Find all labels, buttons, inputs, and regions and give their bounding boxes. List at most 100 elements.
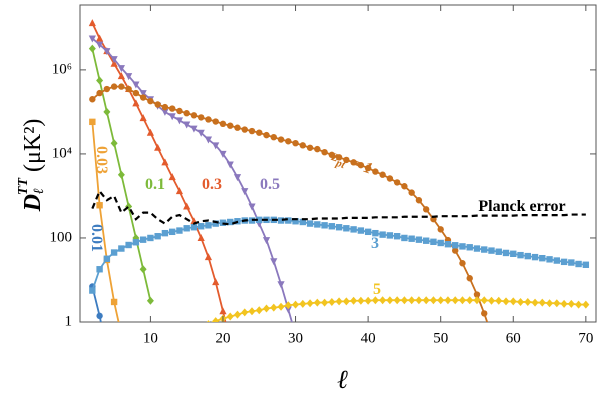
marker <box>422 237 430 244</box>
marker <box>458 296 466 305</box>
series-name: 0.1 <box>145 176 165 193</box>
marker <box>386 296 394 305</box>
marker <box>206 320 211 322</box>
x-tick-label: 20 <box>215 330 230 346</box>
y-label-sup: TT <box>16 177 31 196</box>
marker <box>284 306 292 314</box>
series-name: 5 <box>373 281 381 298</box>
marker <box>314 145 321 153</box>
marker <box>531 298 539 307</box>
marker <box>168 105 176 112</box>
marker <box>371 296 379 305</box>
marker <box>190 224 198 231</box>
marker <box>568 259 575 266</box>
marker <box>110 59 118 67</box>
y-label-symbol: D <box>20 194 46 212</box>
marker <box>248 203 256 211</box>
marker <box>473 245 481 252</box>
marker <box>372 229 379 237</box>
marker <box>495 296 503 305</box>
marker <box>466 275 473 282</box>
marker <box>256 216 263 224</box>
marker <box>335 297 343 306</box>
series-name: 0.5 <box>260 176 280 193</box>
marker <box>364 296 372 305</box>
marker <box>364 164 372 172</box>
marker <box>342 297 350 306</box>
y-tick-label: 1 <box>65 313 73 329</box>
marker <box>89 96 96 103</box>
marker <box>401 234 408 242</box>
marker <box>197 129 205 137</box>
marker <box>95 41 104 49</box>
y-tick-label: 10⁴ <box>52 145 72 161</box>
marker <box>299 218 307 226</box>
marker <box>487 296 495 305</box>
series-name: 0.3 <box>202 176 222 193</box>
marker <box>509 297 517 306</box>
marker <box>386 175 394 182</box>
marker <box>227 218 234 226</box>
marker <box>88 35 96 43</box>
marker <box>110 83 118 90</box>
marker <box>429 296 437 305</box>
marker <box>132 239 140 246</box>
marker <box>560 299 568 308</box>
plot-frame <box>79 4 597 323</box>
marker <box>422 296 430 305</box>
marker <box>321 298 329 307</box>
marker <box>422 206 430 213</box>
marker <box>183 202 191 210</box>
marker <box>147 97 154 105</box>
marker <box>321 222 328 229</box>
series-label: 0.5 <box>260 176 280 193</box>
marker <box>255 306 263 315</box>
marker <box>415 236 423 243</box>
series-name: 0.03 <box>93 146 110 174</box>
marker <box>204 136 213 144</box>
marker <box>437 239 444 247</box>
marker <box>168 228 176 236</box>
marker <box>451 296 459 305</box>
marker <box>262 237 271 245</box>
marker <box>176 107 183 115</box>
marker <box>285 217 292 224</box>
marker <box>96 312 103 320</box>
series-name: 3 <box>371 235 379 252</box>
marker <box>270 258 278 266</box>
marker <box>147 234 154 242</box>
marker <box>219 120 227 128</box>
marker <box>386 232 394 239</box>
marker <box>582 300 590 309</box>
marker <box>154 233 161 240</box>
marker <box>350 226 357 233</box>
marker <box>473 296 481 305</box>
marker <box>415 296 423 305</box>
marker <box>117 170 125 179</box>
marker <box>408 235 415 242</box>
marker <box>234 124 241 131</box>
marker <box>524 252 531 260</box>
marker <box>190 112 198 119</box>
marker <box>567 299 575 308</box>
marker <box>401 183 408 190</box>
marker <box>212 317 220 322</box>
marker <box>459 243 466 250</box>
marker <box>524 297 532 306</box>
marker <box>241 188 249 196</box>
marker <box>314 221 321 228</box>
marker <box>110 56 118 64</box>
series-label: Planck error <box>478 198 565 215</box>
marker <box>96 266 103 273</box>
marker <box>118 245 125 252</box>
marker <box>125 85 132 93</box>
marker <box>263 131 270 139</box>
marker <box>256 129 263 136</box>
marker <box>168 173 176 181</box>
marker <box>117 65 125 73</box>
marker <box>248 127 256 135</box>
marker <box>575 300 583 309</box>
marker <box>277 136 285 143</box>
marker <box>132 99 140 107</box>
